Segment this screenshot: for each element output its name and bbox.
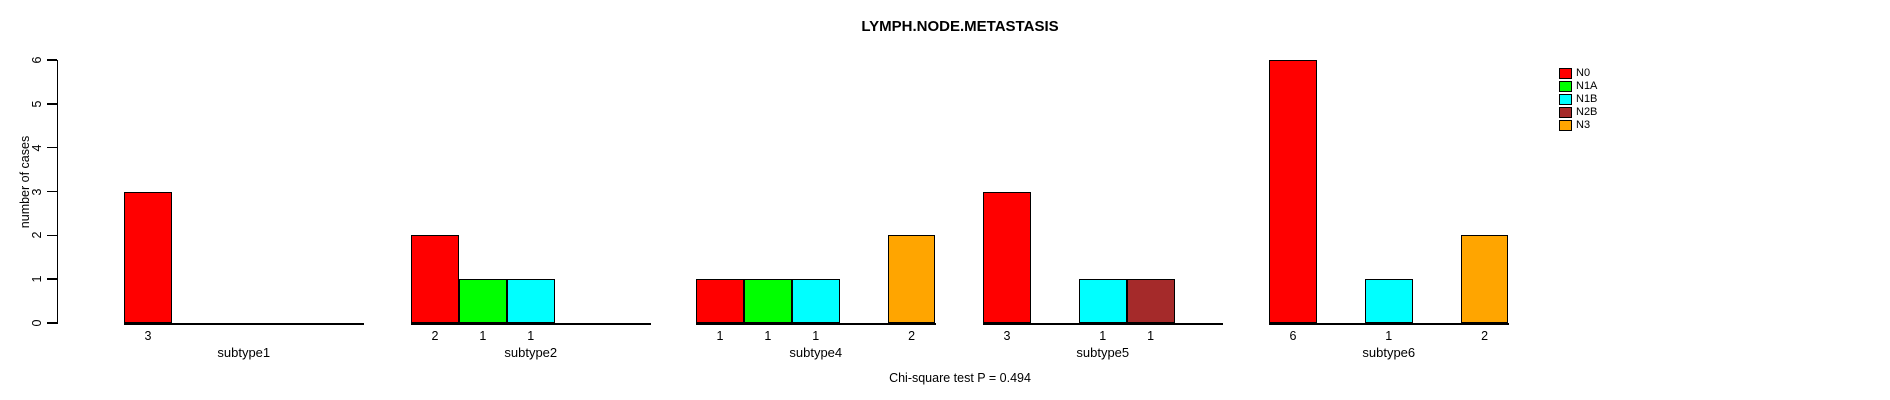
bar-value-label: 1	[716, 329, 724, 343]
bar-value-label: 1	[812, 329, 820, 343]
y-axis-tick	[46, 190, 57, 193]
x-axis-category-label: subtype5	[1076, 345, 1130, 360]
bar-value-label: 3	[144, 329, 152, 343]
y-axis-tick	[46, 234, 57, 237]
bar-n0-subtype2	[411, 235, 459, 323]
y-axis-tick-label: 1	[30, 275, 44, 283]
legend-swatch-n1b	[1559, 93, 1572, 105]
x-axis-line	[696, 323, 936, 325]
chart-title: LYMPH.NODE.METASTASIS	[861, 18, 1059, 35]
y-axis-line	[56, 60, 58, 325]
legend-item-n1a: N1A	[1559, 80, 1597, 93]
bar-n1a-subtype2	[458, 279, 507, 323]
y-axis-tick	[46, 146, 57, 149]
bar-n1a-subtype4	[743, 279, 792, 323]
y-axis-tick	[46, 103, 57, 105]
legend-swatch-n3	[1559, 119, 1572, 131]
y-axis-tick-label: 2	[30, 231, 44, 239]
legend-label: N2B	[1576, 105, 1598, 118]
x-axis-line	[124, 323, 364, 325]
bar-value-label: 1	[1385, 329, 1393, 343]
y-axis-tick-label: 3	[30, 188, 44, 195]
legend-swatch-n2b	[1559, 106, 1572, 118]
bar-n3-subtype6	[1460, 235, 1509, 323]
bar-value-label: 2	[1481, 329, 1489, 343]
legend-item-n1b: N1B	[1559, 93, 1597, 106]
bar-n0-subtype5	[983, 191, 1031, 323]
x-axis-line	[411, 323, 651, 325]
bar-value-label: 2	[431, 329, 439, 343]
bar-value-label: 1	[527, 329, 535, 343]
x-axis-category-label: subtype2	[504, 345, 558, 360]
y-axis-tick-label: 6	[30, 56, 44, 64]
bar-value-label: 1	[1147, 329, 1155, 343]
legend-label: N3	[1576, 118, 1591, 131]
legend-swatch-n1a	[1559, 80, 1572, 92]
x-axis-category-label: subtype4	[789, 345, 843, 360]
bar-n1b-subtype6	[1364, 279, 1413, 323]
bar-value-label: 1	[764, 329, 772, 343]
y-axis-tick-label: 0	[30, 319, 44, 327]
x-axis-category-label: subtype1	[217, 345, 271, 360]
legend-label: N0	[1576, 66, 1591, 79]
legend-item-n0: N0	[1559, 67, 1597, 80]
bar-n1b-subtype5	[1078, 279, 1127, 323]
legend: N0 N1A N1B N2B N3	[1559, 67, 1597, 131]
bar-n3-subtype4	[887, 235, 936, 323]
x-axis-category-label: subtype6	[1362, 345, 1416, 360]
bar-n1b-subtype2	[506, 279, 555, 323]
bar-n0-subtype1	[124, 191, 172, 323]
bar-n0-subtype6	[1269, 60, 1317, 323]
bar-value-label: 3	[1003, 329, 1011, 343]
bar-n1b-subtype4	[791, 279, 840, 323]
bar-value-label: 1	[479, 329, 487, 343]
y-axis-tick	[46, 278, 57, 280]
bar-n0-subtype4	[696, 279, 744, 323]
legend-label: N1A	[1576, 79, 1598, 92]
bar-n2b-subtype5	[1126, 279, 1175, 323]
legend-item-n3: N3	[1559, 119, 1597, 132]
bar-value-label: 1	[1099, 329, 1107, 343]
y-axis-tick-label: 4	[30, 144, 44, 152]
bar-value-label: 2	[908, 329, 916, 343]
bar-value-label: 6	[1289, 329, 1297, 343]
legend-label: N1B	[1576, 92, 1598, 105]
chi-square-footnote: Chi-square test P = 0.494	[889, 371, 1031, 385]
x-axis-line	[1269, 323, 1509, 325]
y-axis-tick	[46, 322, 57, 324]
y-axis-tick	[46, 59, 57, 61]
legend-swatch-n0	[1559, 67, 1572, 79]
y-axis-tick-label: 5	[30, 100, 44, 108]
legend-item-n2b: N2B	[1559, 106, 1597, 119]
x-axis-line	[983, 323, 1223, 325]
